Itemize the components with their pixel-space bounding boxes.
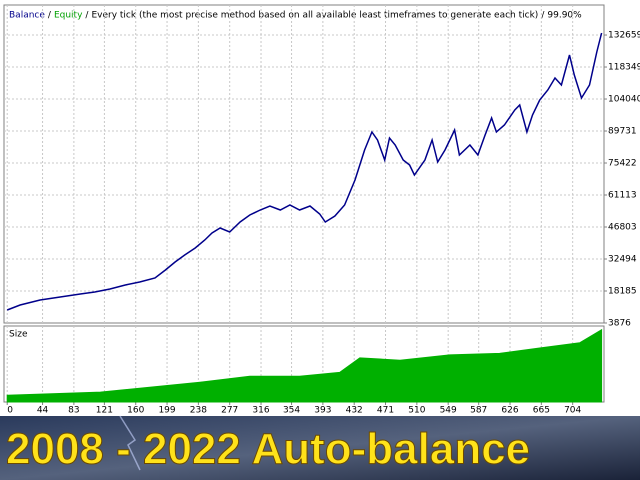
header-separator: /: [541, 11, 545, 21]
x-tick-label: 44: [37, 406, 49, 416]
y-tick-label: 61113: [608, 191, 637, 201]
y-tick-label: 89731: [608, 127, 637, 137]
size-area: [6, 328, 603, 403]
y-tick-label: 104040: [608, 95, 640, 105]
x-tick-label: 121: [96, 406, 113, 416]
banner-title: 2008 - 2022 Auto-balance: [6, 425, 530, 474]
lightning: [119, 415, 141, 471]
y-tick-label: 18185: [608, 287, 637, 297]
y-tick-label: 46803: [608, 223, 637, 233]
x-tick-label: 704: [564, 406, 581, 416]
size-label: Size: [9, 330, 28, 340]
x-tick-label: 354: [283, 406, 300, 416]
legend-balance: Balance: [9, 11, 45, 21]
x-tick-label: 0: [7, 406, 13, 416]
x-tick-label: 665: [533, 406, 550, 416]
x-tick-label: 277: [221, 406, 238, 416]
balance-line: [6, 32, 603, 311]
x-tick-label: 316: [252, 406, 269, 416]
x-tick-label: 432: [346, 406, 363, 416]
y-tick-label: 132659: [608, 31, 640, 41]
header-separator: /: [48, 11, 52, 21]
y-tick-label: 3876: [608, 319, 631, 329]
x-tick-label: 83: [68, 406, 79, 416]
x-tick-label: 510: [408, 406, 425, 416]
model-quality: 99.90%: [547, 11, 582, 21]
x-tick-label: 238: [190, 406, 207, 416]
x-tick-label: 160: [127, 406, 144, 416]
x-tick-label: 626: [501, 406, 518, 416]
x-tick-label: 199: [158, 406, 175, 416]
test-model: Every tick (the most precise method base…: [91, 11, 538, 21]
x-tick-label: 393: [314, 406, 331, 416]
banner-background: [0, 416, 640, 480]
x-tick-label: 587: [470, 406, 487, 416]
legend-equity: Equity: [54, 11, 83, 21]
y-tick-label: 75422: [608, 159, 637, 169]
x-tick-label: 549: [440, 406, 457, 416]
x-tick-label: 471: [377, 406, 394, 416]
y-tick-label: 32494: [608, 255, 637, 265]
main-panel: [3, 4, 605, 324]
header-separator: /: [85, 11, 89, 21]
y-tick-label: 118349: [608, 63, 640, 73]
